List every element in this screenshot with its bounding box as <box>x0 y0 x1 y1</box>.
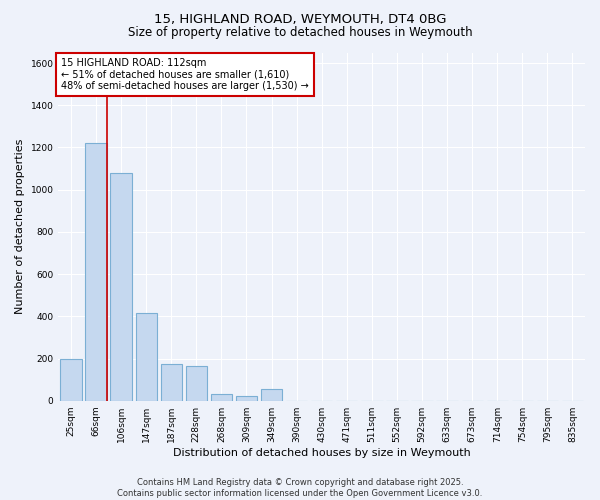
Y-axis label: Number of detached properties: Number of detached properties <box>15 139 25 314</box>
Bar <box>110 173 132 400</box>
Text: 15, HIGHLAND ROAD, WEYMOUTH, DT4 0BG: 15, HIGHLAND ROAD, WEYMOUTH, DT4 0BG <box>154 12 446 26</box>
Bar <box>261 389 282 400</box>
X-axis label: Distribution of detached houses by size in Weymouth: Distribution of detached houses by size … <box>173 448 470 458</box>
Text: 15 HIGHLAND ROAD: 112sqm
← 51% of detached houses are smaller (1,610)
48% of sem: 15 HIGHLAND ROAD: 112sqm ← 51% of detach… <box>61 58 309 91</box>
Bar <box>60 358 82 401</box>
Bar <box>85 143 107 401</box>
Bar <box>185 366 207 400</box>
Text: Contains HM Land Registry data © Crown copyright and database right 2025.
Contai: Contains HM Land Registry data © Crown c… <box>118 478 482 498</box>
Bar <box>211 394 232 400</box>
Bar <box>161 364 182 401</box>
Bar <box>136 313 157 400</box>
Bar <box>236 396 257 400</box>
Text: Size of property relative to detached houses in Weymouth: Size of property relative to detached ho… <box>128 26 472 39</box>
